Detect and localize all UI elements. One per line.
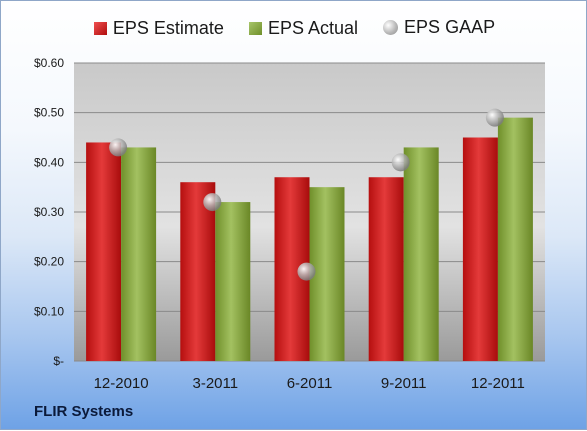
gaap-markers <box>109 108 504 281</box>
x-tick-label: 9-2011 <box>381 375 427 392</box>
bar-eps-actual <box>309 187 345 361</box>
x-tick-label: 6-2011 <box>287 375 333 392</box>
bar-eps-actual <box>403 147 439 361</box>
legend-label-actual: EPS Actual <box>267 18 359 38</box>
legend-swatch-actual <box>248 22 262 35</box>
legend-label-gaap: EPS GAAP <box>404 17 496 37</box>
marker-eps-gaap <box>297 262 316 281</box>
bar-eps-estimate <box>86 142 122 361</box>
y-tick-label: $- <box>53 354 64 368</box>
x-tick-label: 12-2010 <box>94 375 149 392</box>
bar-eps-actual <box>497 117 533 361</box>
y-tick-label: $0.40 <box>34 155 64 169</box>
bar-eps-estimate <box>462 137 498 361</box>
chart-legend: EPS Estimate EPS Actual EPS GAAP <box>1 17 587 40</box>
legend-label-estimate: EPS Estimate <box>112 18 224 38</box>
y-tick-label: $0.50 <box>34 106 64 120</box>
y-tick-label: $0.30 <box>34 205 64 219</box>
bar-eps-actual <box>121 147 157 361</box>
x-tick-label: 3-2011 <box>193 375 239 392</box>
bar-eps-actual <box>215 202 251 361</box>
marker-eps-gaap <box>391 153 410 172</box>
y-axis-ticks: $- $0.10 $0.20 $0.30 $0.40 $0.50 $0.60 <box>34 56 64 368</box>
bar-eps-estimate <box>180 182 216 361</box>
legend-swatch-gaap <box>383 20 399 35</box>
company-name: FLIR Systems <box>34 403 134 420</box>
y-tick-label: $0.60 <box>34 56 64 70</box>
x-axis-ticks: 12-2010 3-2011 6-2011 9-2011 12-2011 <box>94 375 525 392</box>
legend-swatch-estimate <box>93 22 107 35</box>
y-tick-label: $0.10 <box>34 304 64 318</box>
x-tick-label: 12-2011 <box>471 375 525 392</box>
legend-item-gaap: EPS GAAP <box>383 17 495 38</box>
bars <box>86 117 533 361</box>
marker-eps-gaap <box>203 193 222 212</box>
marker-eps-gaap <box>485 108 504 127</box>
legend-item-actual: EPS Actual <box>248 18 359 39</box>
bar-eps-estimate <box>368 177 404 361</box>
y-tick-label: $0.20 <box>34 255 64 269</box>
marker-eps-gaap <box>109 138 128 157</box>
legend-item-estimate: EPS Estimate <box>93 18 224 39</box>
